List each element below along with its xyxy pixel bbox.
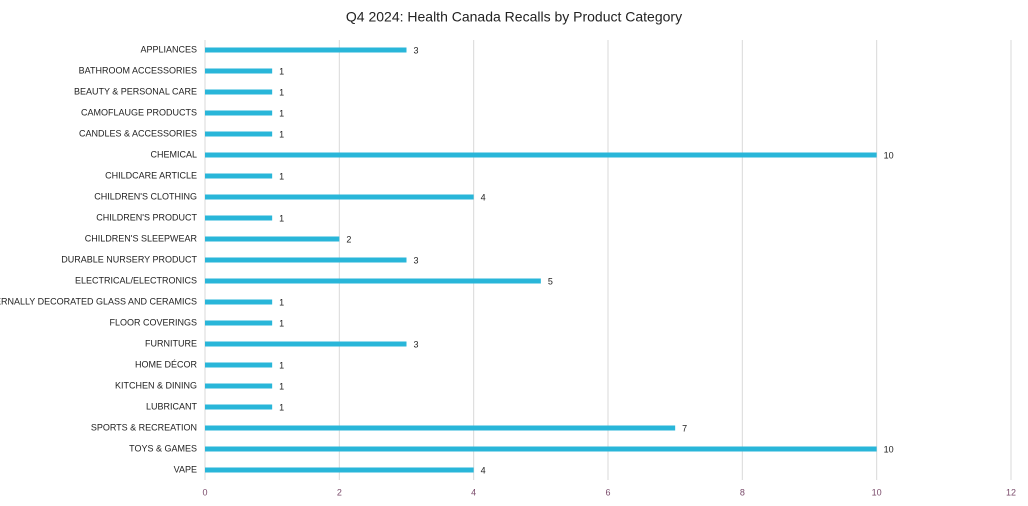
- data-label: 1: [279, 297, 284, 307]
- data-label: 3: [414, 339, 419, 349]
- x-tick-label: 2: [337, 487, 342, 497]
- y-tick-label: HOME DÉCOR: [135, 359, 198, 369]
- bar: [205, 446, 877, 452]
- y-tick-label: KITCHEN & DINING: [115, 380, 197, 390]
- data-label: 1: [279, 87, 284, 97]
- x-tick-label: 12: [1006, 487, 1016, 497]
- bar: [205, 152, 877, 158]
- bar: [205, 236, 340, 242]
- data-label: 1: [279, 108, 284, 118]
- y-tick-label: ELECTRICAL/ELECTRONICS: [75, 275, 197, 285]
- y-tick-label: SPORTS & RECREATION: [91, 422, 197, 432]
- y-tick-label: VAPE: [174, 464, 197, 474]
- y-tick-label: CHILDREN'S SLEEPWEAR: [85, 233, 198, 243]
- bar: [205, 68, 273, 74]
- y-tick-label: DURABLE NURSERY PRODUCT: [61, 254, 197, 264]
- data-label: 1: [279, 129, 284, 139]
- bar: [205, 383, 273, 389]
- y-tick-label: CANDLES & ACCESSORIES: [79, 128, 197, 138]
- data-label: 10: [884, 444, 894, 454]
- x-tick-label: 8: [740, 487, 745, 497]
- bar: [205, 131, 273, 137]
- y-tick-label: CHEMICAL: [150, 149, 197, 159]
- data-label: 4: [481, 465, 486, 475]
- bar: [205, 320, 273, 326]
- bar: [205, 278, 541, 284]
- data-label: 1: [279, 402, 284, 412]
- data-label: 1: [279, 171, 284, 181]
- bar: [205, 404, 273, 410]
- y-tick-label: CHILDCARE ARTICLE: [105, 170, 197, 180]
- y-tick-label: LUBRICANT: [146, 401, 198, 411]
- bar: [205, 299, 273, 305]
- bar: [205, 194, 474, 200]
- x-tick-label: 10: [872, 487, 882, 497]
- bar: [205, 47, 407, 53]
- data-label: 3: [414, 45, 419, 55]
- y-tick-label: APPLIANCES: [140, 44, 197, 54]
- bar: [205, 110, 273, 116]
- data-label: 1: [279, 66, 284, 76]
- data-label: 3: [414, 255, 419, 265]
- y-tick-label: EXTERNALLY DECORATED GLASS AND CERAMICS: [0, 296, 197, 306]
- y-tick-label: CAMOFLAUGE PRODUCTS: [81, 107, 197, 117]
- y-tick-label: TOYS & GAMES: [129, 443, 197, 453]
- data-label: 1: [279, 381, 284, 391]
- y-tick-label: CHILDREN'S PRODUCT: [96, 212, 197, 222]
- x-tick-label: 0: [202, 487, 207, 497]
- bar: [205, 215, 273, 221]
- data-label: 2: [346, 234, 351, 244]
- bar: [205, 425, 676, 431]
- bar: [205, 467, 474, 473]
- y-tick-label: CHILDREN'S CLOTHING: [94, 191, 197, 201]
- y-tick-label: FLOOR COVERINGS: [109, 317, 197, 327]
- bar: [205, 89, 273, 95]
- data-label: 1: [279, 213, 284, 223]
- chart-title: Q4 2024: Health Canada Recalls by Produc…: [346, 9, 682, 25]
- data-label: 1: [279, 360, 284, 370]
- data-label: 1: [279, 318, 284, 328]
- data-label: 4: [481, 192, 486, 202]
- data-label: 10: [884, 150, 894, 160]
- data-label: 7: [682, 423, 687, 433]
- bar: [205, 257, 407, 263]
- x-tick-label: 4: [471, 487, 476, 497]
- x-tick-label: 6: [605, 487, 610, 497]
- data-label: 5: [548, 276, 553, 286]
- y-tick-label: BATHROOM ACCESSORIES: [79, 65, 197, 75]
- bar: [205, 341, 407, 347]
- y-tick-label: FURNITURE: [145, 338, 197, 348]
- y-tick-label: BEAUTY & PERSONAL CARE: [74, 86, 197, 96]
- bar: [205, 362, 273, 368]
- bar: [205, 173, 273, 179]
